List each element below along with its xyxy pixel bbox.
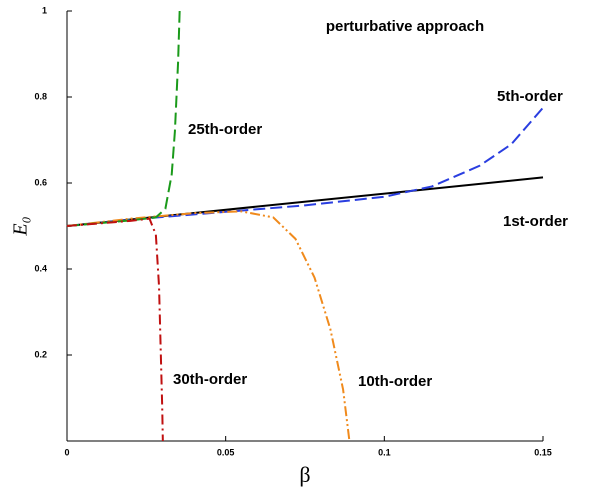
y-tick-label: 0.4 <box>34 263 47 273</box>
series-line <box>66 10 181 227</box>
series-line <box>66 107 544 227</box>
x-tick-label: 0.1 <box>378 447 391 457</box>
series-label: 10th-order <box>358 373 432 390</box>
y-tick-label: 0.8 <box>34 91 47 101</box>
series-label: 5th-order <box>497 88 563 105</box>
y-tick-label: 0.2 <box>34 349 47 359</box>
x-tick-label: 0.05 <box>217 447 235 457</box>
x-tick-label: 0.15 <box>534 447 552 457</box>
y-tick-label: 1 <box>42 5 47 15</box>
x-axis-label: β <box>299 462 310 487</box>
series-line <box>66 217 164 442</box>
chart-title: perturbative approach <box>326 18 484 35</box>
series-label: 25th-order <box>188 121 262 138</box>
y-tick-label: 0.6 <box>34 177 47 187</box>
series-line <box>66 210 351 442</box>
y-axis-label: E₀ <box>10 216 32 236</box>
series-label: 1st-order <box>503 213 568 230</box>
x-tick-label: 0 <box>64 447 69 457</box>
series-label: 30th-order <box>173 371 247 388</box>
